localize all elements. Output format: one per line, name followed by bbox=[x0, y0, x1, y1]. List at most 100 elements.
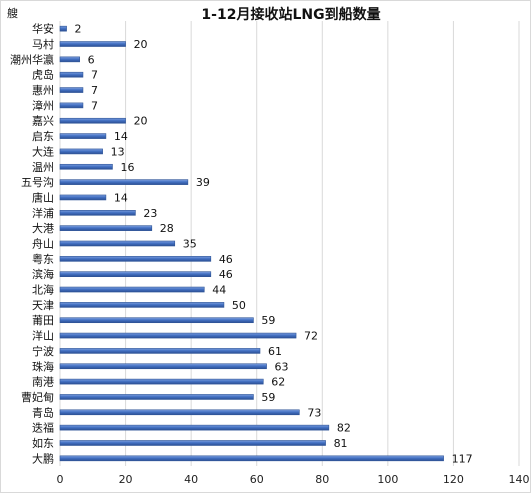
category-label: 如东 bbox=[32, 436, 54, 450]
data-label: 28 bbox=[160, 222, 174, 235]
bar bbox=[59, 271, 212, 277]
bar bbox=[59, 378, 264, 385]
category-label: 宁波 bbox=[32, 344, 54, 358]
bar bbox=[59, 225, 153, 231]
category-label: 嘉兴 bbox=[32, 114, 54, 128]
category-label: 迭福 bbox=[32, 421, 54, 435]
bar bbox=[59, 332, 297, 339]
bar bbox=[59, 102, 84, 109]
bar bbox=[59, 440, 326, 446]
category-label: 大连 bbox=[32, 144, 54, 158]
bar bbox=[59, 363, 267, 370]
category-label: 洋浦 bbox=[32, 206, 54, 220]
unit-label: 艘 bbox=[7, 6, 18, 20]
data-label: 7 bbox=[91, 99, 98, 112]
bar bbox=[59, 302, 225, 308]
data-label: 73 bbox=[307, 406, 321, 419]
category-label: 曹妃甸 bbox=[21, 390, 54, 404]
chart-title: 1-12月接收站LNG到船数量 bbox=[201, 6, 380, 23]
data-label: 61 bbox=[268, 345, 282, 358]
data-label: 14 bbox=[114, 191, 128, 204]
x-tick-label: 80 bbox=[315, 473, 329, 486]
category-label: 五号沟 bbox=[21, 176, 54, 189]
data-label: 20 bbox=[134, 115, 148, 128]
data-label: 63 bbox=[275, 360, 289, 373]
bar bbox=[59, 163, 113, 170]
bar bbox=[59, 256, 212, 262]
bar bbox=[59, 117, 126, 124]
category-label: 潮州华瀛 bbox=[10, 52, 54, 66]
data-label: 82 bbox=[337, 422, 351, 435]
bar bbox=[59, 194, 107, 201]
data-label: 44 bbox=[212, 284, 226, 297]
category-label: 滨海 bbox=[32, 267, 54, 281]
data-label: 7 bbox=[91, 69, 98, 82]
bar bbox=[59, 56, 80, 63]
bar bbox=[59, 317, 254, 324]
x-tick-label: 120 bbox=[443, 473, 464, 486]
category-label: 洋山 bbox=[32, 329, 54, 343]
data-label: 2 bbox=[75, 23, 82, 36]
category-label: 漳州 bbox=[32, 98, 54, 112]
category-label: 启东 bbox=[32, 130, 54, 143]
category-label: 青岛 bbox=[32, 405, 54, 419]
category-label: 舟山 bbox=[32, 237, 54, 251]
category-label: 天津 bbox=[32, 299, 54, 312]
bar bbox=[59, 348, 261, 354]
category-label: 华安 bbox=[32, 22, 54, 36]
category-labels: 华安马村潮州华瀛虎岛惠州漳州嘉兴启东大连温州五号沟唐山洋浦大港舟山粤东滨海北海天… bbox=[10, 22, 54, 466]
x-tick-label: 0 bbox=[57, 473, 64, 486]
category-label: 南港 bbox=[32, 376, 54, 389]
bar bbox=[59, 41, 126, 47]
category-label: 莆田 bbox=[32, 314, 54, 327]
category-label: 大港 bbox=[32, 221, 54, 235]
category-label: 虎岛 bbox=[32, 68, 54, 82]
data-label: 6 bbox=[88, 53, 95, 66]
data-label: 20 bbox=[134, 38, 148, 51]
data-label: 59 bbox=[261, 314, 275, 327]
bars bbox=[59, 25, 444, 462]
category-label: 粤东 bbox=[32, 252, 54, 266]
bar bbox=[59, 409, 300, 416]
data-label: 62 bbox=[271, 376, 285, 389]
bar bbox=[59, 240, 176, 247]
data-label: 35 bbox=[183, 238, 197, 251]
category-label: 马村 bbox=[32, 37, 54, 51]
data-label: 13 bbox=[111, 145, 125, 158]
x-tick-label: 140 bbox=[509, 473, 530, 486]
bar bbox=[59, 25, 67, 32]
category-label: 珠海 bbox=[32, 359, 54, 373]
bar bbox=[59, 455, 444, 462]
data-label: 50 bbox=[232, 299, 246, 312]
data-label: 81 bbox=[334, 437, 348, 450]
bar bbox=[59, 210, 136, 216]
data-label: 23 bbox=[143, 207, 157, 220]
bar bbox=[59, 286, 205, 293]
bar bbox=[59, 71, 84, 78]
x-tick-labels: 0 20 40 60 80 100 120 140 bbox=[57, 473, 530, 486]
data-label: 117 bbox=[452, 452, 473, 465]
data-label: 16 bbox=[120, 161, 134, 174]
bar bbox=[59, 87, 84, 93]
bar bbox=[59, 148, 103, 155]
bar bbox=[59, 424, 330, 431]
category-label: 惠州 bbox=[32, 83, 54, 97]
x-tick-label: 60 bbox=[250, 473, 264, 486]
grid-lines bbox=[59, 21, 520, 466]
category-label: 唐山 bbox=[32, 190, 54, 204]
bar bbox=[59, 394, 254, 400]
x-tick-label: 40 bbox=[184, 473, 198, 486]
category-label: 大鹏 bbox=[32, 451, 54, 465]
category-label: 北海 bbox=[32, 283, 54, 297]
bar bbox=[59, 133, 107, 139]
data-label: 39 bbox=[196, 176, 210, 189]
x-tick-label: 100 bbox=[377, 473, 398, 486]
data-label: 46 bbox=[219, 253, 233, 266]
data-label: 7 bbox=[91, 84, 98, 97]
data-label: 72 bbox=[304, 330, 318, 343]
data-label: 59 bbox=[261, 391, 275, 404]
bar bbox=[59, 179, 189, 185]
